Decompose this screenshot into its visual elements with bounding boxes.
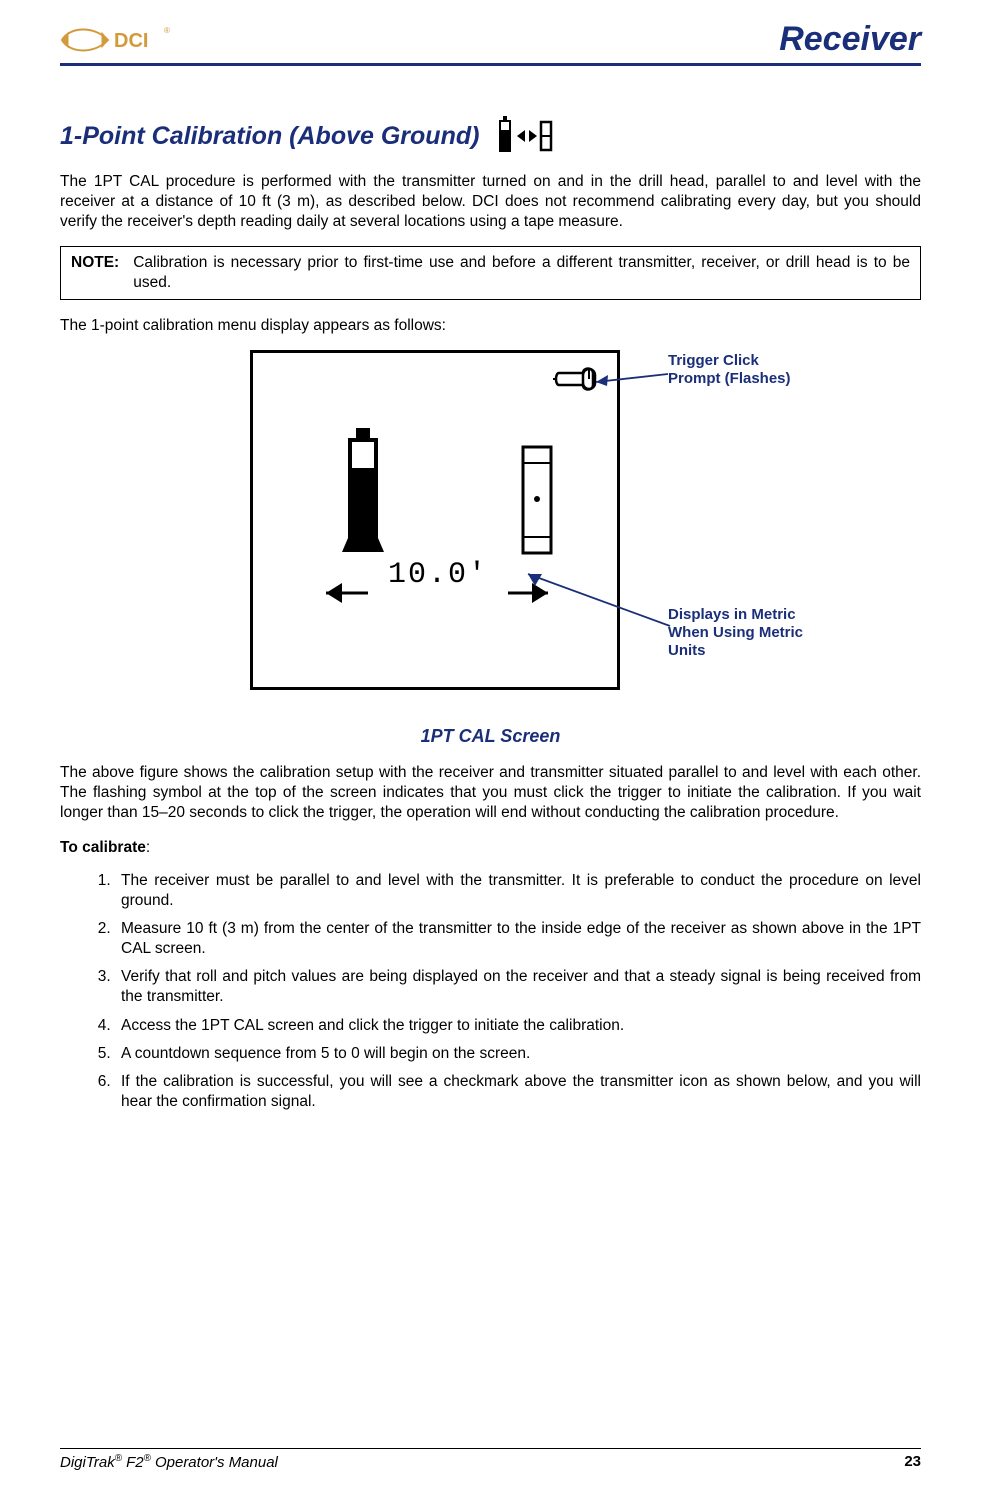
callout2-line2: When Using Metric bbox=[668, 624, 803, 641]
header-title: Receiver bbox=[779, 20, 921, 59]
step-item: Measure 10 ft (3 m) from the center of t… bbox=[115, 919, 921, 959]
receiver-icon bbox=[338, 428, 388, 563]
callout2-line1: Displays in Metric bbox=[668, 606, 796, 623]
page-footer: DigiTrak® F2® Operator's Manual 23 bbox=[60, 1448, 921, 1471]
to-calibrate-text: To calibrate bbox=[60, 839, 146, 856]
to-calibrate-heading: To calibrate: bbox=[60, 839, 921, 857]
section-heading-row: 1-Point Calibration (Above Ground) bbox=[60, 116, 921, 156]
calibration-icon bbox=[497, 116, 553, 156]
footer-left: DigiTrak® F2® Operator's Manual bbox=[60, 1453, 278, 1471]
svg-text:®: ® bbox=[164, 26, 170, 35]
callout-arrow-1 bbox=[590, 368, 670, 393]
footer-product1: DigiTrak bbox=[60, 1454, 115, 1471]
footer-product2: F2 bbox=[122, 1454, 144, 1471]
figure-caption: 1PT CAL Screen bbox=[60, 726, 921, 747]
figure-1pt-cal: 10.0' Trigger Click Prompt (Flashes) Dis… bbox=[60, 350, 921, 720]
callout-trigger-prompt: Trigger Click Prompt (Flashes) bbox=[668, 352, 791, 388]
figure-explain-paragraph: The above figure shows the calibration s… bbox=[60, 763, 921, 823]
step-item: Access the 1PT CAL screen and click the … bbox=[115, 1016, 921, 1036]
header: DCI ® Receiver bbox=[60, 20, 921, 66]
note-box: NOTE: Calibration is necessary prior to … bbox=[60, 246, 921, 300]
distance-label: 10.0' bbox=[388, 558, 488, 592]
section-title: 1-Point Calibration (Above Ground) bbox=[60, 122, 479, 151]
svg-text:DCI: DCI bbox=[114, 30, 148, 52]
step-item: A countdown sequence from 5 to 0 will be… bbox=[115, 1044, 921, 1064]
callout1-line2: Prompt (Flashes) bbox=[668, 370, 791, 387]
note-text: Calibration is necessary prior to first-… bbox=[133, 253, 910, 293]
page: DCI ® Receiver 1-Point Calibration (Abov… bbox=[0, 0, 981, 1497]
callout-metric-units: Displays in Metric When Using Metric Uni… bbox=[668, 606, 803, 660]
intro-paragraph: The 1PT CAL procedure is performed with … bbox=[60, 172, 921, 232]
transmitter-icon bbox=[515, 443, 559, 566]
step-item: If the calibration is successful, you wi… bbox=[115, 1072, 921, 1112]
menu-intro-text: The 1-point calibration menu display app… bbox=[60, 316, 921, 336]
step-item: Verify that roll and pitch values are be… bbox=[115, 967, 921, 1007]
footer-doc-title: Operator's Manual bbox=[151, 1454, 278, 1471]
calibration-steps: The receiver must be parallel to and lev… bbox=[60, 871, 921, 1112]
page-number: 23 bbox=[904, 1453, 921, 1471]
callout2-line3: Units bbox=[668, 642, 706, 659]
note-label: NOTE: bbox=[71, 253, 119, 293]
callout1-line1: Trigger Click bbox=[668, 352, 759, 369]
dci-logo: DCI ® bbox=[60, 21, 180, 59]
callout-arrow-2 bbox=[522, 568, 672, 643]
step-item: The receiver must be parallel to and lev… bbox=[115, 871, 921, 911]
